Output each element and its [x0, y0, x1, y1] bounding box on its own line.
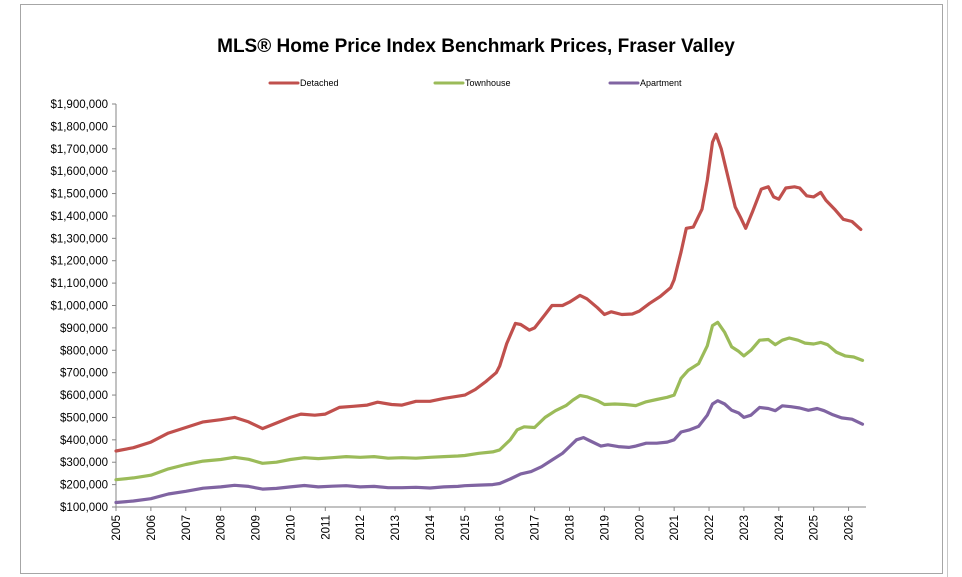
y-tick-label: $800,000 — [60, 345, 108, 357]
x-tick-label: 2023 — [739, 515, 751, 541]
x-tick-label: 2010 — [285, 515, 297, 541]
x-tick-label: 2021 — [669, 515, 681, 541]
y-tick-label: $1,400,000 — [50, 211, 108, 223]
legend-label-apartment: Apartment — [640, 78, 682, 88]
legend: Detached Townhouse Apartment — [268, 78, 682, 88]
y-tick-label: $100,000 — [60, 502, 108, 514]
legend-label-detached: Detached — [300, 78, 339, 88]
x-tick-label: 2012 — [355, 515, 367, 541]
series-line-townhouse — [114, 320, 865, 482]
y-tick-label: $1,700,000 — [50, 144, 108, 156]
y-tick-label: $400,000 — [60, 435, 108, 447]
y-tick-label: $1,500,000 — [50, 189, 108, 201]
x-tick-label: 2026 — [844, 515, 856, 541]
series-layer — [114, 132, 865, 505]
x-tick-label: 2006 — [146, 515, 158, 541]
y-tick-label: $500,000 — [60, 412, 108, 424]
x-tick-label: 2017 — [530, 515, 542, 541]
y-tick-label: $1,200,000 — [50, 256, 108, 268]
series-line-apartment — [114, 399, 865, 505]
y-tick-label: $1,000,000 — [50, 301, 108, 313]
x-tick-label: 2011 — [320, 515, 332, 540]
y-tick-label: $900,000 — [60, 323, 108, 335]
y-tick-label: $300,000 — [60, 457, 108, 469]
x-tick-label: 2007 — [181, 515, 193, 541]
y-tick-label: $1,600,000 — [50, 166, 108, 178]
x-tick-label: 2016 — [495, 515, 507, 541]
x-tick-label: 2013 — [390, 515, 402, 541]
x-tick-label: 2019 — [599, 515, 611, 541]
x-tick-label: 2005 — [111, 515, 123, 541]
chart-title: MLS® Home Price Index Benchmark Prices, … — [217, 36, 735, 57]
x-tick-label: 2008 — [216, 515, 228, 541]
y-tick-label: $600,000 — [60, 390, 108, 402]
x-tick-label: 2014 — [425, 514, 437, 540]
y-tick-label: $200,000 — [60, 480, 108, 492]
y-tick-label: $700,000 — [60, 368, 108, 380]
x-tick-label: 2009 — [251, 515, 263, 541]
x-tick-label: 2022 — [704, 515, 716, 541]
y-tick-label: $1,900,000 — [50, 99, 108, 111]
legend-label-townhouse: Townhouse — [465, 78, 511, 88]
series-line-detached — [114, 132, 863, 453]
y-tick-label: $1,100,000 — [50, 278, 108, 290]
window-edge — [947, 0, 948, 577]
y-tick-label: $1,300,000 — [50, 233, 108, 245]
x-tick-label: 2020 — [634, 515, 646, 541]
x-tick-label: 2024 — [774, 514, 786, 540]
x-tick-label: 2025 — [809, 515, 821, 541]
y-tick-label: $1,800,000 — [50, 121, 108, 133]
axes: $100,000 $200,000 $300,000 $400,000 $500,000… — [50, 99, 866, 541]
chart-frame — [20, 4, 943, 574]
x-tick-label: 2018 — [564, 515, 576, 541]
x-tick-label: 2015 — [460, 515, 472, 541]
